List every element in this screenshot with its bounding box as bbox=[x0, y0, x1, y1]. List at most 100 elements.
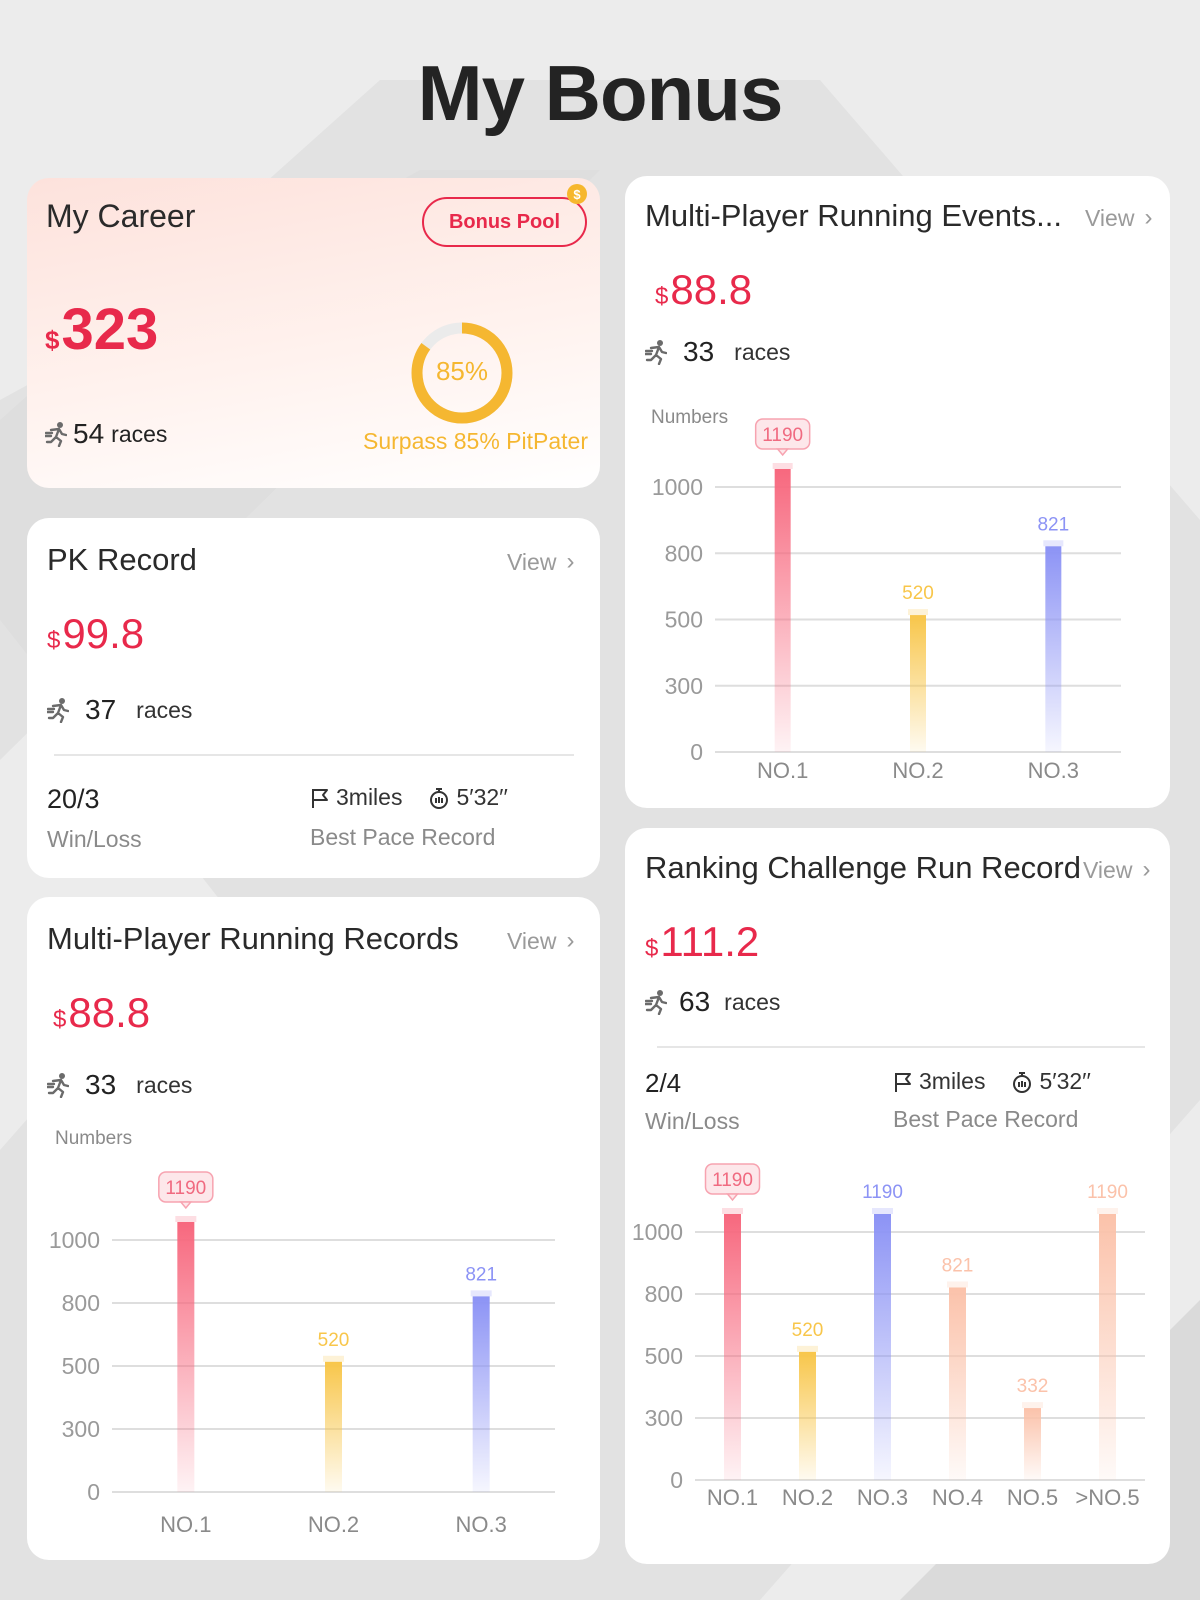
mp-records-view-link[interactable]: View › bbox=[507, 927, 574, 955]
races-count: 33 bbox=[683, 336, 715, 367]
pace-label: Best Pace Record bbox=[893, 1106, 1079, 1132]
x-tick-label: NO.2 bbox=[308, 1512, 359, 1537]
x-tick-label: NO.3 bbox=[857, 1485, 908, 1510]
bar-value-label: 520 bbox=[902, 583, 934, 604]
bar-cap bbox=[323, 1355, 344, 1362]
mp-records-card[interactable]: Multi-Player Running Records View › $ 88… bbox=[27, 897, 600, 1560]
runner-icon bbox=[645, 340, 667, 365]
y-tick-label: 800 bbox=[62, 1290, 100, 1316]
pk-record-card[interactable]: PK Record View › $ 99.8 37 races 20/3 Wi… bbox=[27, 518, 600, 878]
y-axis-label: Numbers bbox=[651, 407, 728, 428]
y-axis-label: Numbers bbox=[55, 1128, 132, 1149]
ranking-races: 63 races bbox=[645, 986, 780, 1018]
mp-events-races: 33 races bbox=[645, 336, 790, 368]
x-tick-label: NO.5 bbox=[1007, 1485, 1058, 1510]
tooltip-pointer bbox=[179, 1201, 193, 1210]
runner-icon bbox=[45, 422, 67, 447]
bar bbox=[177, 1222, 195, 1492]
y-axis-label: Numbers bbox=[643, 1160, 720, 1161]
divider bbox=[54, 754, 574, 756]
runner-icon bbox=[47, 698, 69, 723]
bar-cap bbox=[1022, 1402, 1043, 1409]
view-label: View bbox=[507, 927, 557, 954]
races-unit: races bbox=[111, 420, 168, 447]
x-tick-label: NO.3 bbox=[1028, 758, 1079, 783]
stopwatch-icon bbox=[1013, 1071, 1032, 1093]
mp-events-chart: Numbers 0 300 500 800 1000 1190 NO.1 520 NO.2 821 N… bbox=[651, 407, 1121, 783]
win-loss-label: Win/Loss bbox=[645, 1108, 740, 1134]
y-tick-label: 0 bbox=[690, 739, 703, 765]
stopwatch-icon bbox=[430, 787, 449, 809]
chevron-right-icon: › bbox=[566, 927, 575, 954]
y-tick-label: 300 bbox=[62, 1416, 100, 1442]
mp-records-races: 33 races bbox=[47, 1069, 192, 1101]
view-label: View bbox=[507, 548, 557, 575]
bar-value-label: 1190 bbox=[712, 1170, 753, 1191]
bar-value-label: 1190 bbox=[762, 425, 803, 446]
x-tick-label: NO.3 bbox=[455, 1512, 506, 1537]
bar-cap bbox=[908, 609, 928, 616]
bar bbox=[472, 1296, 490, 1492]
bar bbox=[1099, 1214, 1116, 1480]
races-count: 37 bbox=[85, 694, 117, 725]
x-tick-label: NO.2 bbox=[892, 758, 943, 783]
bar-value-label: 520 bbox=[318, 1330, 350, 1351]
progress-ring bbox=[411, 322, 513, 424]
bar-cap bbox=[872, 1208, 893, 1214]
runner-icon bbox=[645, 990, 667, 1015]
bar-value-label: 1190 bbox=[862, 1182, 903, 1203]
currency-symbol: $ bbox=[645, 935, 659, 962]
tooltip-pointer bbox=[776, 448, 790, 457]
y-tick-label: 0 bbox=[670, 1467, 683, 1493]
career-amount: $ 323 bbox=[45, 296, 158, 363]
x-tick-label: NO.2 bbox=[782, 1485, 833, 1510]
bar-cap bbox=[1043, 540, 1064, 547]
y-tick-label: 1000 bbox=[49, 1227, 100, 1253]
mp-records-chart: Numbers 0 300 500 800 1000 1190 NO.1 520 NO.2 821 N… bbox=[49, 1128, 555, 1537]
bar-cap bbox=[947, 1281, 968, 1288]
surpass-text: Surpass 85% PitPater bbox=[362, 428, 588, 454]
bar bbox=[724, 1214, 741, 1480]
bar-value-label: 821 bbox=[1037, 514, 1069, 535]
races-unit: races bbox=[136, 696, 193, 723]
x-tick-label: NO.4 bbox=[932, 1485, 983, 1510]
bar bbox=[1045, 546, 1062, 752]
pk-races: 37 races bbox=[47, 694, 192, 726]
mp-events-card[interactable]: Multi-Player Running Events... View › $ … bbox=[625, 176, 1170, 808]
currency-symbol: $ bbox=[47, 627, 61, 654]
progress-label: 85% bbox=[435, 356, 489, 386]
coin-icon: $ bbox=[567, 184, 587, 204]
distance-value: 3miles bbox=[919, 1068, 986, 1094]
bar-cap bbox=[772, 463, 793, 469]
races-count: 63 bbox=[679, 986, 711, 1017]
pace-label: Best Pace Record bbox=[310, 824, 496, 850]
ranking-card[interactable]: Ranking Challenge Run Record View › $ 11… bbox=[625, 828, 1170, 1564]
bar-value-label: 1190 bbox=[165, 1178, 206, 1199]
ranking-view-link[interactable]: View › bbox=[1083, 856, 1150, 884]
bonus-pool-button[interactable]: Bonus Pool bbox=[422, 197, 587, 247]
best-pace: 3miles 5′32′′ bbox=[893, 1068, 1091, 1095]
ranking-chart: Numbers 0 300 500 800 1000 1190 NO.1 520 NO.2 1190… bbox=[632, 1160, 1145, 1510]
career-card[interactable]: My Career Bonus Pool $ $ 323 54 races 85… bbox=[27, 178, 600, 488]
mp-events-view-link[interactable]: View › bbox=[1085, 204, 1152, 232]
bonus-pool-label: Bonus Pool bbox=[448, 210, 561, 233]
view-label: View bbox=[1085, 204, 1135, 231]
pace-value: 5′32′′ bbox=[456, 784, 508, 810]
x-tick-label: NO.1 bbox=[160, 1512, 211, 1537]
bar-cap bbox=[175, 1216, 197, 1222]
currency-symbol: $ bbox=[53, 1006, 67, 1033]
races-unit: races bbox=[724, 988, 781, 1015]
win-loss-value: 2/4 bbox=[645, 1068, 682, 1098]
chevron-right-icon: › bbox=[1142, 856, 1151, 883]
pk-amount-value: 99.8 bbox=[62, 610, 145, 657]
mp-records-amount: $ 88.8 bbox=[53, 989, 150, 1037]
career-title: My Career bbox=[46, 198, 196, 234]
races-count: 54 bbox=[73, 418, 105, 449]
pk-view-link[interactable]: View › bbox=[507, 548, 574, 576]
bar-cap bbox=[470, 1290, 492, 1297]
bar bbox=[874, 1214, 891, 1480]
pace-value: 5′32′′ bbox=[1039, 1068, 1091, 1094]
bar-cap bbox=[797, 1345, 818, 1352]
mp-events-amount: $ 88.8 bbox=[655, 266, 752, 314]
page-title: My Bonus bbox=[417, 49, 784, 137]
